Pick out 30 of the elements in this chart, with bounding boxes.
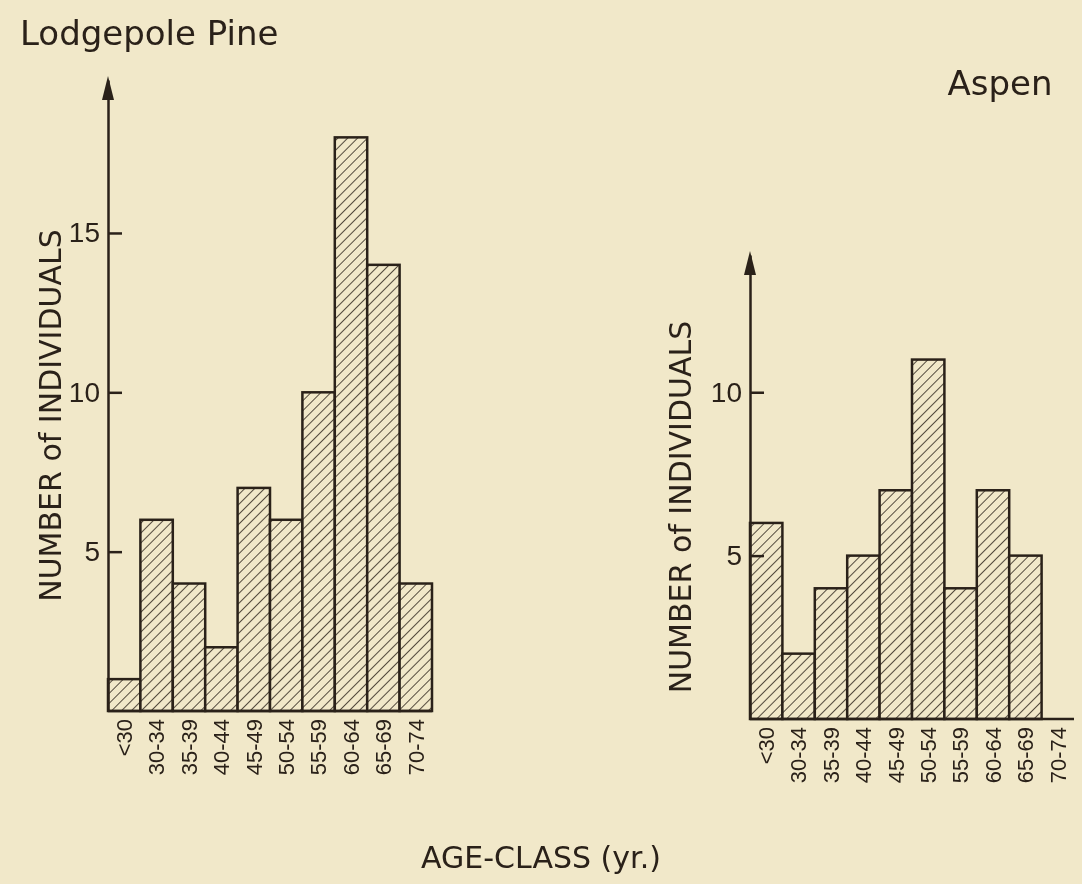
x-tick-label: 60-64 (980, 727, 1006, 784)
x-tick-label: 70-74 (1045, 727, 1071, 784)
x-tick-label: 45-49 (241, 719, 267, 776)
x-tick-label: 40-44 (851, 727, 877, 784)
x-tick-label: 55-59 (948, 727, 974, 784)
y-tick-label: 5 (726, 540, 742, 572)
x-tick-label: 60-64 (338, 719, 364, 776)
x-tick-label: 30-34 (144, 719, 170, 776)
y-axis-title: NUMBER of INDIVIDUALS (33, 229, 68, 602)
x-tick-label: 45-49 (883, 727, 909, 784)
y-tick-label: 5 (84, 536, 100, 568)
x-tick-label: 35-39 (176, 719, 202, 776)
y-tick-label: 10 (68, 376, 100, 408)
x-tick-label: 55-59 (306, 719, 332, 776)
x-tick-label: <30 (111, 719, 137, 757)
x-tick-label: 50-54 (273, 719, 299, 776)
x-tick-label: 70-74 (403, 719, 429, 776)
x-tick-label: 65-69 (371, 719, 397, 776)
x-tick-label: 50-54 (915, 727, 941, 784)
y-axis-title: NUMBER of INDIVIDUALS (663, 320, 698, 694)
y-tick-label: 10 (710, 376, 742, 408)
chart-title: Lodgepole Pine (20, 13, 279, 53)
x-tick-label: 35-39 (818, 727, 844, 784)
x-tick-label: 65-69 (1013, 727, 1039, 784)
chart-title: Aspen (947, 63, 1053, 103)
y-tick-label: 15 (68, 217, 100, 249)
x-tick-label: 30-34 (786, 727, 812, 784)
x-tick-label: <30 (753, 727, 779, 765)
x-tick-label: 40-44 (209, 719, 235, 776)
x-axis-title: AGE-CLASS (yr.) (421, 840, 661, 875)
